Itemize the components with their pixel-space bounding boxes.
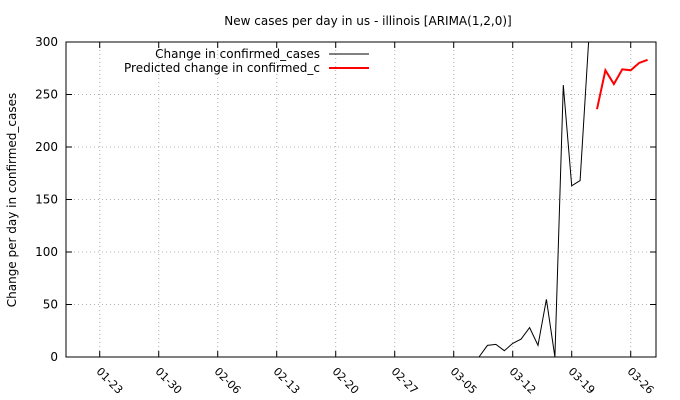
x-tick-label: 03-19 [566,365,598,397]
y-tick-label: 50 [43,298,58,312]
x-tick-label: 01-30 [153,365,185,397]
x-tick-label: 03-26 [625,365,657,397]
x-tick-label: 03-05 [448,365,480,397]
x-tick-label: 02-27 [389,365,421,397]
x-tick-label: 02-13 [271,365,303,397]
series-line-observed [478,41,590,358]
gridlines [66,42,656,357]
series-layer [478,41,648,358]
y-tick-label: 250 [35,88,58,102]
y-tick-label: 300 [35,35,58,49]
y-tick-label: 0 [50,350,58,364]
legend-label-observed: Change in confirmed_cases [155,47,320,61]
y-tick-label: 100 [35,245,58,259]
chart-title: New cases per day in us - illinois [ARIM… [224,14,511,28]
x-tick-label: 02-20 [330,365,362,397]
plot-frame [65,41,657,358]
y-axis-label: Change per day in confirmed_cases [5,93,19,308]
x-tick-label: 01-23 [94,365,126,397]
series-line-predicted [596,58,648,110]
y-tick-label: 200 [35,140,58,154]
legend-label-predicted: Predicted change in confirmed_c [124,61,320,75]
x-tick-label: 03-12 [507,365,539,397]
x-tick-label: 02-06 [212,365,244,397]
y-tick-label: 150 [35,193,58,207]
